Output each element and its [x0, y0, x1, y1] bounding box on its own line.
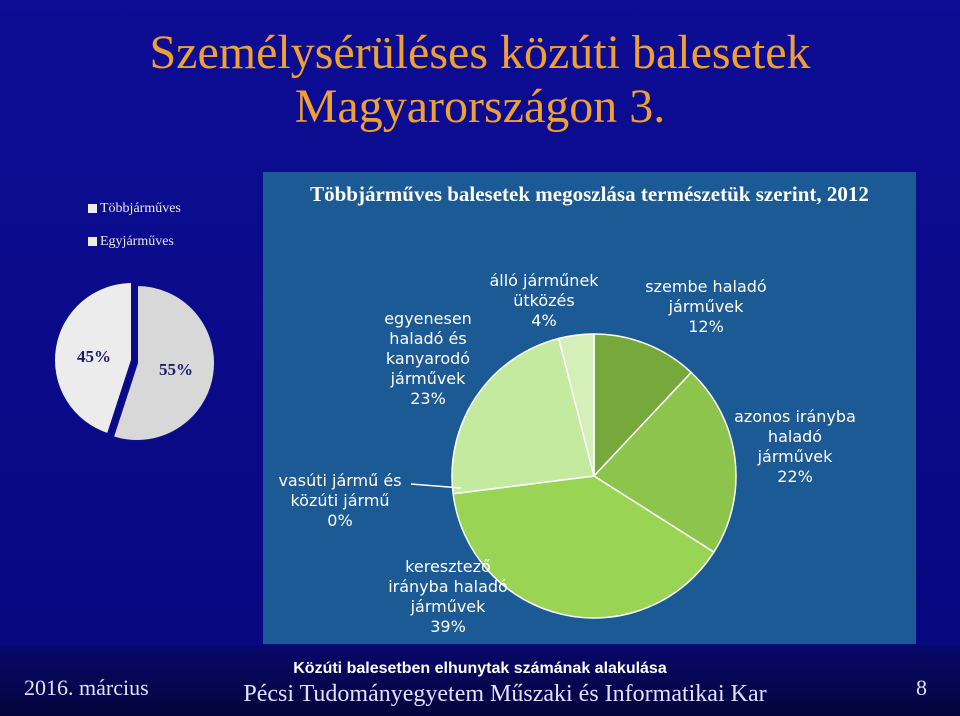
small-pie-slice-multi [53, 280, 133, 436]
legend-item-multi: Többjárműves [88, 192, 181, 225]
footer-date: 2016. március [24, 675, 149, 700]
small-pie-slice-single [111, 283, 216, 442]
pie-slice-szembe-halad [593, 333, 693, 478]
label-stationary: álló járműnek ütközés 4% [489, 271, 599, 330]
footer-institution: Pécsi Tudományegyetem Műszaki és Informa… [243, 681, 767, 707]
main-pie-chart [410, 333, 737, 619]
slide-title-line1: Személysérüléses közúti balesetek [149, 26, 811, 79]
pie-slice-azonos-ir-nyba [592, 371, 737, 554]
label-same-direction: azonos irányba haladó járművek 22% [734, 407, 856, 486]
page-number: 8 [916, 675, 927, 700]
small-pie-chart: 45% 55% [53, 280, 216, 442]
label-rail: vasúti jármű és közúti jármű 0% [278, 471, 402, 530]
pie-slice-egyenesen [451, 337, 595, 495]
legend-label-single: Egyjárműves [100, 233, 174, 249]
small-pie-label-multi: 45% [77, 347, 111, 366]
label-crossing: keresztező irányba haladó járművek 39% [388, 557, 508, 636]
pie-slice-keresztez [452, 475, 715, 619]
small-pie-label-single: 55% [159, 360, 193, 379]
small-pie-legend: Többjárműves Egyjárműves [88, 192, 181, 258]
legend-item-single: Egyjárműves [88, 225, 181, 258]
label-straight-turning: egyenesen haladó és kanyarodó járművek 2… [384, 309, 472, 408]
slide-title: Személysérüléses közúti balesetek Magyar… [0, 26, 960, 134]
rail-label-leader-line [410, 483, 462, 489]
slide-title-line2: Magyarországon 3. [294, 80, 666, 133]
footer-background [0, 646, 960, 716]
legend-swatch-single [88, 237, 97, 246]
chart-title: Többjárműves balesetek megoszlása termés… [310, 182, 869, 206]
legend-label-multi: Többjárműves [100, 200, 181, 216]
footer-subtitle: Közúti balesetben elhunytak számának ala… [293, 660, 667, 677]
pie-slice-ll-j-rm-nek [557, 333, 595, 477]
legend-swatch-multi [88, 204, 97, 213]
label-head-on: szembe haladó járművek 12% [645, 277, 767, 336]
